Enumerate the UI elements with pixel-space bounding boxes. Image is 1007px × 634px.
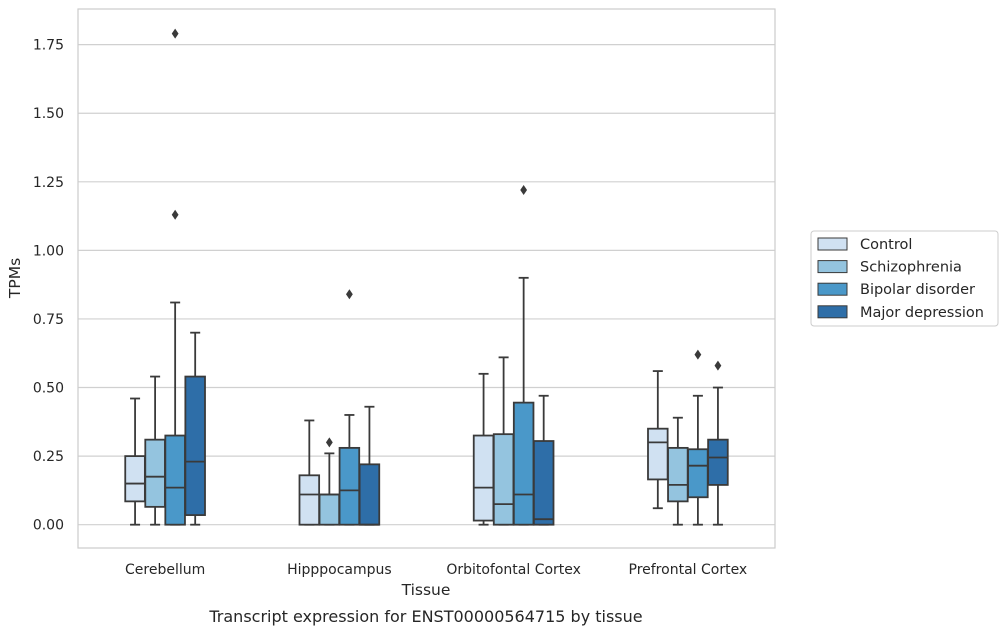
legend-label: Major depression — [860, 305, 984, 321]
outlier-point — [325, 437, 333, 448]
y-tick-label: 0.50 — [33, 381, 64, 397]
y-tick-label: 1.25 — [33, 175, 64, 191]
box-major-depression — [532, 394, 555, 526]
box-control — [647, 370, 669, 510]
y-tick-label: 1.75 — [33, 38, 64, 54]
legend-swatch — [817, 282, 848, 296]
legend-label: Control — [860, 237, 912, 253]
legend-label: Bipolar disorder — [860, 282, 975, 298]
y-tick-label: 1.00 — [33, 243, 64, 259]
box-series — [124, 28, 729, 526]
iqr-box — [298, 474, 321, 526]
iqr-box — [532, 440, 555, 526]
box-bipolar-disorder — [687, 349, 709, 526]
outlier-point — [345, 289, 353, 300]
iqr-box — [338, 446, 361, 526]
iqr-box — [358, 463, 381, 526]
box-bipolar-disorder — [164, 28, 186, 526]
outlier-point — [171, 28, 179, 39]
legend-frame — [810, 230, 999, 327]
outlier-point — [520, 185, 528, 196]
box-schizophrenia — [667, 416, 689, 526]
box-schizophrenia — [144, 375, 166, 526]
iqr-box — [512, 401, 535, 526]
box-schizophrenia — [318, 437, 341, 526]
box-major-depression — [707, 360, 729, 526]
box-schizophrenia — [492, 356, 515, 526]
iqr-box — [318, 493, 341, 526]
box-control — [298, 419, 321, 526]
x-tick-label: Prefrontal Cortex — [629, 562, 748, 578]
iqr-box — [144, 438, 166, 508]
box-major-depression — [184, 331, 206, 526]
iqr-box — [124, 455, 146, 503]
outlier-point — [171, 209, 179, 220]
iqr-box — [184, 375, 206, 516]
iqr-box — [647, 427, 669, 481]
iqr-box — [492, 433, 515, 526]
legend-swatch — [817, 260, 848, 274]
legend-label: Schizophrenia — [860, 260, 962, 276]
y-tick-label: 0.00 — [33, 518, 64, 534]
iqr-box — [707, 438, 729, 486]
iqr-box — [472, 434, 495, 522]
iqr-box — [687, 448, 709, 499]
box-bipolar-disorder — [338, 289, 361, 526]
x-tick-label: Cerebellum — [125, 562, 205, 578]
x-tick-label: Hipppocampus — [287, 562, 392, 578]
y-tick-label: 0.25 — [33, 449, 64, 465]
figure-caption: Transcript expression for ENST0000056471… — [208, 607, 642, 626]
y-axis-ticks: 0.00 0.25 0.50 0.75 1.00 1.25 1.50 1.75 — [33, 38, 64, 534]
y-tick-label: 0.75 — [33, 312, 64, 328]
box-bipolar-disorder — [512, 185, 535, 526]
x-tick-label: Orbitofontal Cortex — [446, 562, 581, 578]
box-major-depression — [358, 405, 381, 526]
box-control — [124, 397, 146, 526]
y-axis-title: TPMs — [6, 258, 24, 299]
y-tick-label: 1.50 — [33, 106, 64, 122]
plot-area-frame — [77, 8, 776, 549]
x-axis-title: Tissue — [401, 581, 451, 599]
iqr-box — [667, 446, 689, 503]
x-axis-ticks: Cerebellum Hipppocampus Orbitofontal Corte… — [125, 562, 747, 578]
iqr-box — [164, 434, 186, 526]
legend-swatch — [817, 237, 848, 251]
legend-swatch — [817, 305, 848, 319]
legend: Control Schizophrenia Bipolar disorder Majo… — [810, 230, 999, 327]
outlier-point — [694, 349, 702, 360]
box-control — [472, 372, 495, 526]
outlier-point — [714, 360, 722, 371]
